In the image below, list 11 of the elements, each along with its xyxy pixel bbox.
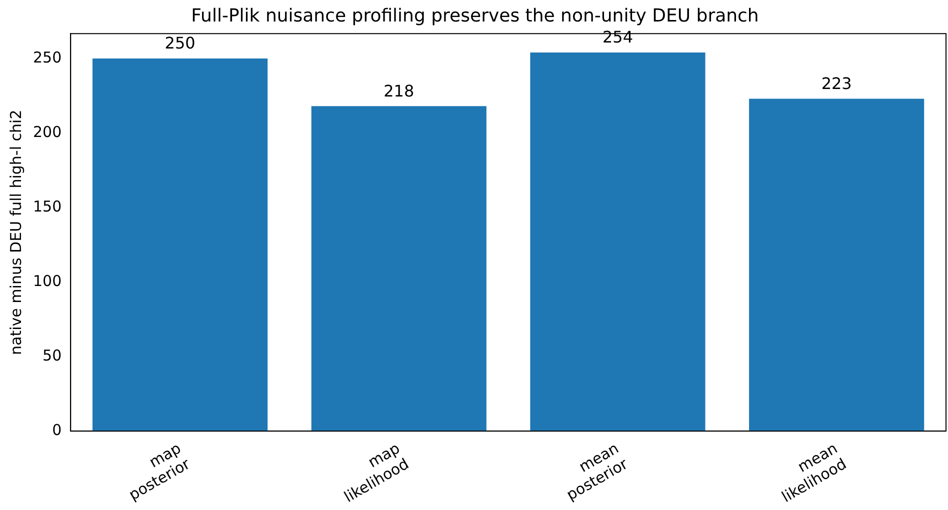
y-tick-label: 100 bbox=[32, 272, 62, 290]
y-tick-label: 250 bbox=[32, 48, 62, 66]
data-label: 223 bbox=[821, 74, 852, 93]
y-axis-title: native minus DEU full high-l chi2 bbox=[6, 110, 25, 355]
y-tick-label: 50 bbox=[42, 346, 62, 364]
chart-title: Full-Plik nuisance profiling preserves the non-unity DEU branch bbox=[191, 5, 759, 26]
y-tick-label: 0 bbox=[52, 420, 62, 439]
y-tick-label: 150 bbox=[32, 197, 62, 216]
y-tick-label: 200 bbox=[32, 122, 62, 141]
data-label: 250 bbox=[164, 34, 196, 53]
data-label: 218 bbox=[384, 81, 414, 100]
